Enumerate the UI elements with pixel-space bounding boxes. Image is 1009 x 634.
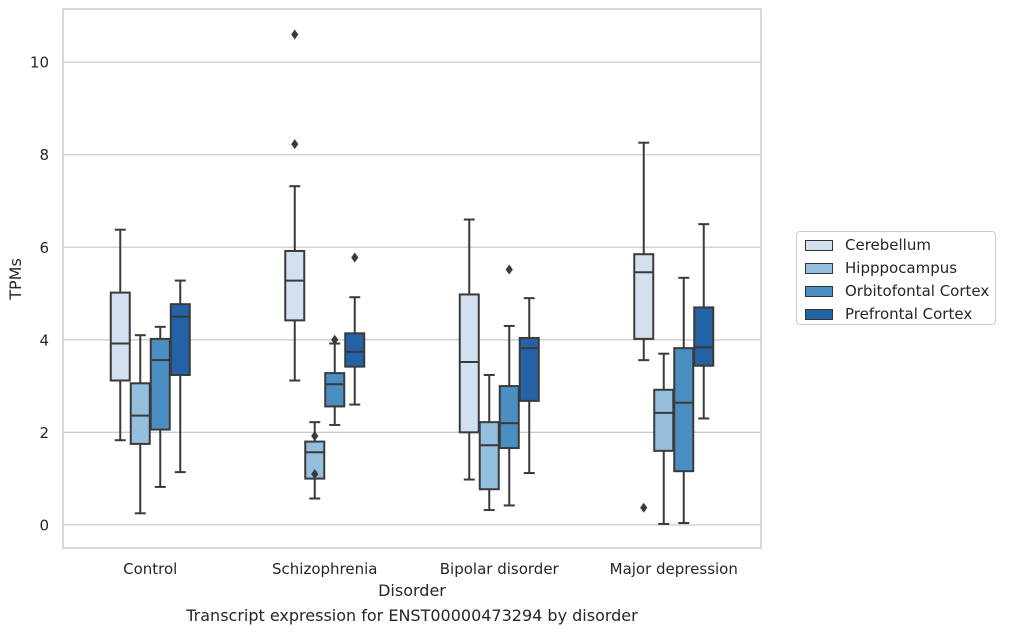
box-1-1 xyxy=(304,421,326,500)
y-tick-label: 2 xyxy=(39,424,49,442)
box-body xyxy=(498,385,520,450)
outlier-point xyxy=(640,502,648,513)
legend-swatch-cerebellum xyxy=(805,239,833,251)
box-series-group xyxy=(109,29,715,525)
legend-item-hippocampus: Hipppocampus xyxy=(805,258,957,278)
axes: 0 2 4 6 8 10 Control Schizophrenia Bipolar disor… xyxy=(30,54,738,578)
y-tick-label: 10 xyxy=(30,54,49,72)
outlier-point xyxy=(351,252,359,263)
outlier-point xyxy=(311,468,319,479)
legend-swatch-prefrontal xyxy=(805,308,833,320)
box-body xyxy=(344,332,366,368)
outlier-point xyxy=(505,264,513,275)
legend-swatch-orbitofrontal xyxy=(805,285,833,297)
legend-label-hippocampus: Hipppocampus xyxy=(845,259,958,277)
box-2-1 xyxy=(324,334,346,426)
plot-frame xyxy=(62,8,762,549)
legend-swatch-hippocampus xyxy=(805,262,833,274)
box-0-2 xyxy=(458,218,480,481)
box-body xyxy=(673,347,695,473)
box-body xyxy=(324,372,346,408)
x-tick-label: Schizophrenia xyxy=(272,560,377,578)
box-0-0 xyxy=(109,228,131,442)
y-tick-label: 0 xyxy=(39,516,49,534)
legend-item-cerebellum: Cerebellum xyxy=(805,235,931,255)
box-2-3 xyxy=(673,276,695,525)
outlier-point xyxy=(291,139,299,150)
box-body xyxy=(149,337,171,431)
x-tick-label: Control xyxy=(123,560,177,578)
box-body xyxy=(109,291,131,382)
box-3-1 xyxy=(344,252,366,406)
box-body xyxy=(633,253,655,340)
legend: Cerebellum Hipppocampus Orbitofontal Cor… xyxy=(796,231,996,325)
box-body xyxy=(458,293,480,434)
legend-label-cerebellum: Cerebellum xyxy=(845,236,931,254)
x-tick-label: Major depression xyxy=(610,560,738,578)
box-3-2 xyxy=(518,297,540,475)
box-2-2 xyxy=(498,264,520,507)
box-0-1 xyxy=(284,29,306,382)
legend-item-orbitofrontal: Orbitofontal Cortex xyxy=(805,281,989,301)
box-1-0 xyxy=(129,334,151,515)
box-3-0 xyxy=(169,279,191,474)
y-tick-label: 8 xyxy=(39,146,49,164)
outlier-point xyxy=(311,431,319,442)
x-axis-label: Disorder xyxy=(378,581,446,600)
grid-lines xyxy=(63,61,761,526)
outlier-point xyxy=(331,334,339,345)
y-tick-label: 4 xyxy=(39,331,49,349)
legend-label-prefrontal: Prefrontal Cortex xyxy=(845,305,973,323)
box-1-3 xyxy=(653,352,675,525)
outlier-point xyxy=(291,29,299,40)
box-body xyxy=(284,249,306,322)
box-body xyxy=(129,382,151,445)
box-3-3 xyxy=(693,223,715,420)
box-body xyxy=(478,421,500,491)
legend-label-orbitofrontal: Orbitofontal Cortex xyxy=(845,282,990,300)
box-2-0 xyxy=(149,325,171,488)
legend-item-prefrontal: Prefrontal Cortex xyxy=(805,304,972,324)
box-body xyxy=(518,336,540,402)
box-body xyxy=(653,388,675,452)
y-tick-label: 6 xyxy=(39,239,49,257)
figure-caption: Transcript expression for ENST0000047329… xyxy=(186,606,638,625)
box-body xyxy=(693,306,715,367)
box-0-3 xyxy=(633,141,655,513)
box-body xyxy=(169,303,191,376)
y-axis-label: TPMs xyxy=(6,258,25,301)
box-1-2 xyxy=(478,373,500,512)
x-tick-label: Bipolar disorder xyxy=(440,560,560,578)
